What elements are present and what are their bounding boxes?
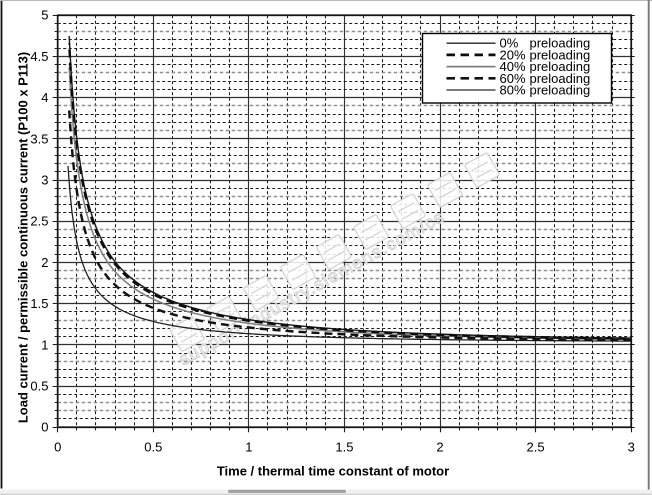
svg-text:preloading: preloading <box>530 83 591 98</box>
svg-text:2.5: 2.5 <box>30 214 48 229</box>
svg-text:0%: 0% <box>500 36 519 51</box>
svg-text:1: 1 <box>41 337 48 352</box>
svg-text:1.5: 1.5 <box>30 296 48 311</box>
svg-text:20%: 20% <box>500 47 526 62</box>
svg-text:0: 0 <box>54 440 61 455</box>
svg-text:3: 3 <box>41 173 48 188</box>
svg-text:2: 2 <box>436 440 443 455</box>
svg-text:preloading: preloading <box>530 47 591 62</box>
svg-text:5: 5 <box>41 8 48 23</box>
svg-text:preloading: preloading <box>530 36 591 51</box>
svg-text:2.5: 2.5 <box>527 440 545 455</box>
svg-text:Time / thermal time constant o: Time / thermal time constant of motor <box>217 464 449 479</box>
svg-text:2: 2 <box>41 255 48 270</box>
svg-text:preloading: preloading <box>530 59 591 74</box>
svg-text:1: 1 <box>245 440 252 455</box>
svg-text:0: 0 <box>41 420 48 435</box>
svg-text:0.5: 0.5 <box>30 379 48 394</box>
svg-text:1.5: 1.5 <box>335 440 353 455</box>
svg-text:60%: 60% <box>500 71 526 86</box>
svg-text:3.5: 3.5 <box>30 131 48 146</box>
svg-text:Load current / permissible con: Load current / permissible continuous cu… <box>16 52 31 423</box>
svg-text:4: 4 <box>41 90 48 105</box>
svg-text:0.5: 0.5 <box>144 440 162 455</box>
svg-text:80%: 80% <box>500 83 526 98</box>
svg-text:4.5: 4.5 <box>30 49 48 64</box>
svg-text:40%: 40% <box>500 59 526 74</box>
svg-text:preloading: preloading <box>530 71 591 86</box>
svg-text:3: 3 <box>628 440 635 455</box>
